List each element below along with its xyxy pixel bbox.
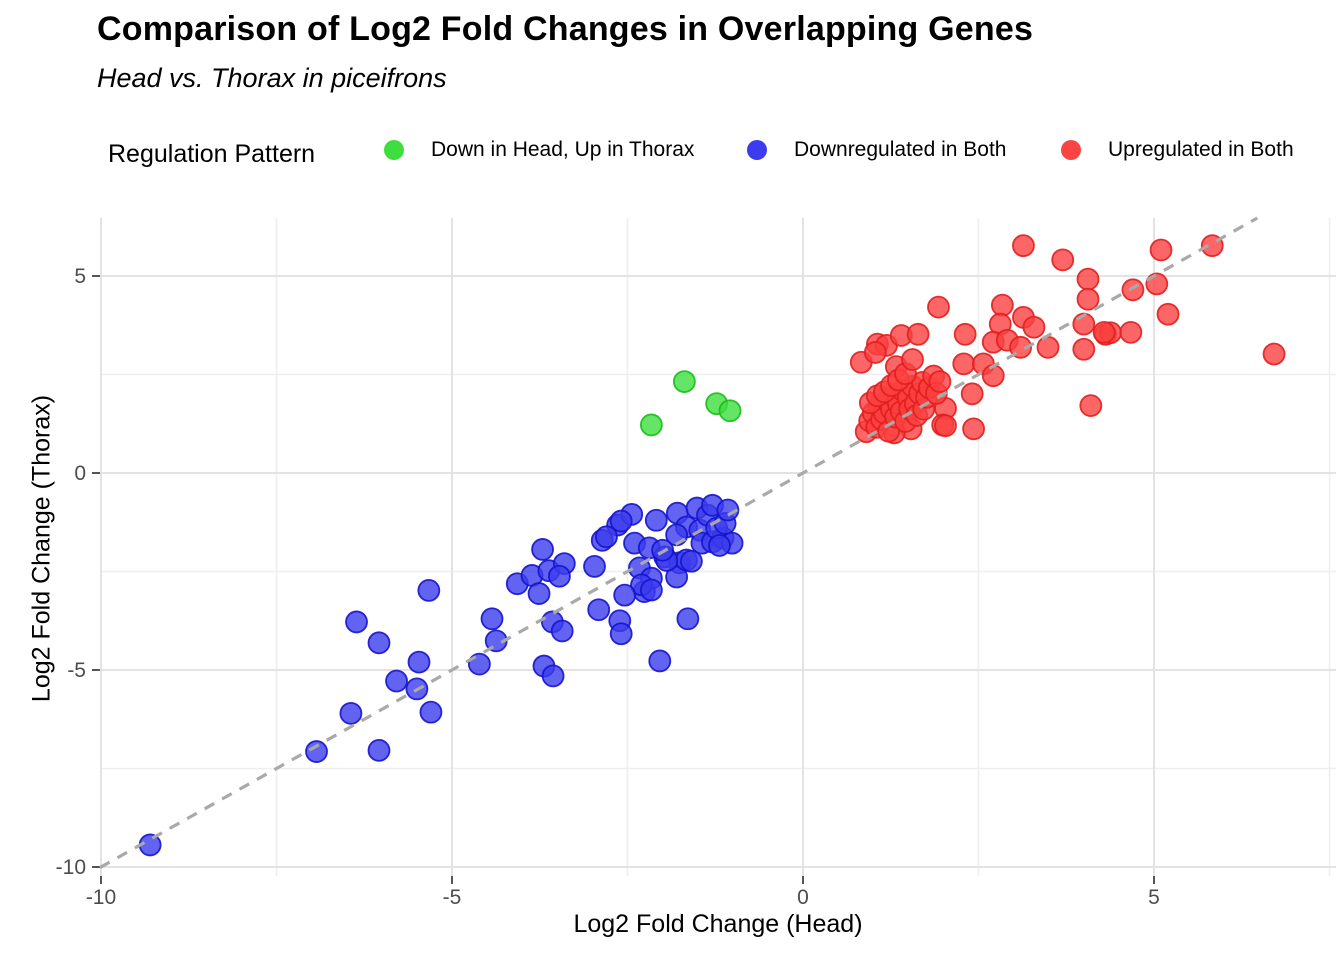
data-point [639,578,663,602]
data-point [718,399,742,423]
data-point [1022,315,1046,339]
data-point [1262,342,1286,366]
legend-item-label: Upregulated in Both [1108,138,1294,161]
data-point [613,583,637,607]
data-point [531,538,554,561]
data-point [648,649,672,673]
data-point [928,370,952,393]
data-point [609,509,633,533]
data-point [1076,287,1100,311]
x-axis-title: Log2 Fold Change (Head) [573,910,863,938]
legend-swatch-green-icon [384,140,404,160]
data-point [480,607,504,631]
data-point [990,293,1014,317]
y-tick-label: -10 [56,856,86,879]
data-point [339,701,363,725]
data-point [1149,238,1173,262]
data-point [901,348,924,371]
data-point [587,598,611,622]
data-point [1051,248,1075,272]
data-point [305,740,328,763]
data-point [550,619,574,643]
legend-title: Regulation Pattern [108,140,316,168]
legend-swatch-red-icon [1061,140,1081,160]
y-tick-label: -5 [67,659,86,682]
data-point [962,417,985,441]
data-point [1156,302,1180,326]
data-point [639,413,663,437]
data-point [906,322,930,346]
data-point [385,669,408,693]
data-point [708,534,731,557]
data-point [541,664,565,688]
y-axis-title: Log2 Fold Change (Thorax) [27,394,56,703]
data-point [934,414,957,438]
data-point [953,322,977,346]
data-point [1076,267,1100,291]
data-point [595,525,618,549]
legend: Regulation Pattern Down in Head, Up in T… [0,138,1344,170]
data-point [1121,278,1145,302]
legend-item-upregulated-both: Upregulated in Both [1061,138,1294,162]
x-tick-label: 5 [1148,886,1160,909]
data-point [960,382,984,406]
x-tick-label: 0 [797,886,809,909]
data-point [981,364,1005,388]
data-point [863,341,887,364]
data-point [367,738,391,762]
chart-title: Comparison of Log2 Fold Changes in Overl… [97,10,1034,48]
data-point [679,549,703,573]
data-point [676,607,700,631]
data-point [1036,335,1060,359]
data-point [609,622,633,646]
data-point [952,352,976,376]
data-point [548,564,571,588]
data-point [527,582,551,605]
legend-item-label: Downregulated in Both [794,138,1007,161]
data-point [1072,337,1096,361]
chart-subtitle: Head vs. Thorax in piceifrons [97,63,447,93]
data-point [1012,234,1035,258]
data-point [467,652,491,676]
x-tick-label: -5 [443,886,462,909]
data-point [417,579,441,602]
data-point [407,650,431,674]
data-point [672,370,696,393]
data-point [1079,394,1103,418]
data-point [644,508,668,532]
identity-reference-line [99,216,1259,869]
x-tick-label: -10 [86,886,116,909]
data-point [345,610,368,634]
y-tick-label: 0 [74,462,86,485]
data-point [665,565,689,589]
data-point [1092,320,1116,344]
data-point [1145,272,1169,296]
legend-item-label: Down in Head, Up in Thorax [431,138,695,161]
data-point [367,631,391,655]
data-point [583,554,606,578]
legend-item-downregulated-both: Downregulated in Both [747,138,1006,162]
data-point [1119,320,1143,344]
data-point [419,700,443,724]
legend-item-down-head-up-thorax: Down in Head, Up in Thorax [384,138,694,162]
data-point [716,498,740,522]
legend-swatch-blue-icon [747,140,767,160]
data-point [927,295,950,319]
y-tick-label: 5 [74,265,86,288]
